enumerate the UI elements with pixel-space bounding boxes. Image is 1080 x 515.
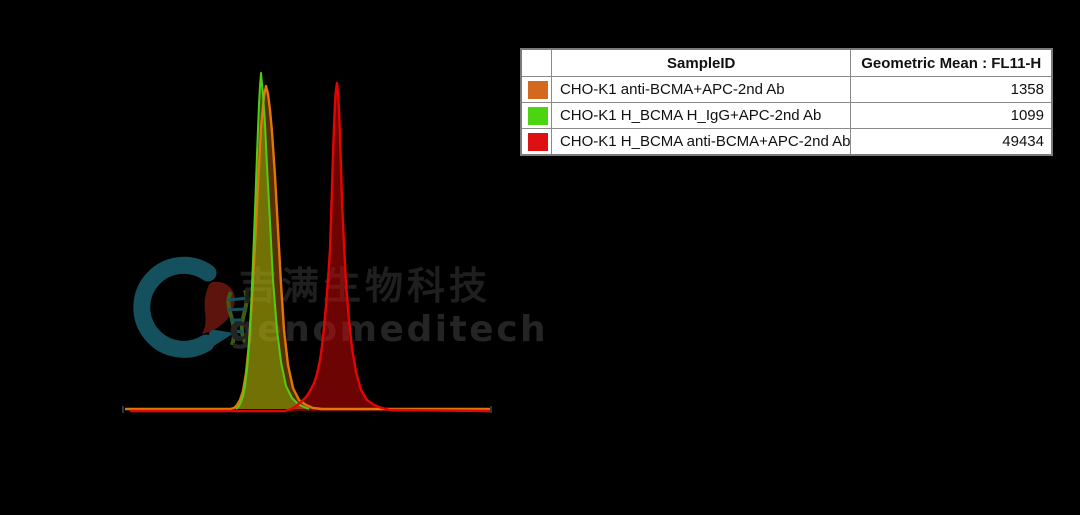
sample-id-cell: CHO-K1 anti-BCMA+APC-2nd Ab — [550, 76, 852, 103]
histogram-line-orange — [125, 84, 490, 411]
table-row: CHO-K1 anti-BCMA+APC-2nd Ab 1358 — [520, 76, 1053, 103]
histogram-fill-red — [130, 83, 490, 411]
geometric-mean-header: Geometric Mean : FL11-H — [850, 48, 1053, 77]
histogram-fill-green — [236, 73, 309, 409]
histogram-line-green — [235, 72, 310, 410]
swatch-column-header — [520, 48, 552, 77]
stats-table: SampleID Geometric Mean : FL11-H CHO-K1 … — [520, 48, 1053, 156]
sample-id-cell: CHO-K1 H_BCMA H_IgG+APC-2nd Ab — [550, 102, 852, 129]
watermark: 吉满生物科技 genomeditech — [133, 256, 548, 358]
geometric-mean-cell: 1358 — [850, 76, 1053, 103]
series-color-swatch-red — [528, 132, 548, 151]
logo-dna-strand-2 — [239, 289, 249, 345]
series-color-swatch-orange — [528, 80, 548, 99]
watermark-english-text: genomeditech — [229, 309, 548, 350]
sample-id-cell: CHO-K1 H_BCMA anti-BCMA+APC-2nd Ab — [550, 128, 852, 156]
sample-id-header: SampleID — [550, 48, 852, 77]
histogram-line-red — [130, 81, 491, 413]
series-color-swatch-green — [528, 106, 548, 125]
table-header-row: SampleID Geometric Mean : FL11-H — [520, 48, 1053, 77]
geometric-mean-cell: 1099 — [850, 102, 1053, 129]
logo-swirl-teal — [133, 256, 217, 358]
logo-swirl-tail — [206, 329, 234, 351]
geometric-mean-cell: 49434 — [850, 128, 1053, 156]
logo-dna-strand-1 — [226, 291, 237, 346]
histogram-fill-orange — [125, 86, 490, 409]
table-row: CHO-K1 H_BCMA H_IgG+APC-2nd Ab 1099 — [520, 102, 1053, 129]
logo-drop-red — [202, 281, 235, 334]
table-row: CHO-K1 H_BCMA anti-BCMA+APC-2nd Ab 49434 — [520, 128, 1053, 156]
logo-dna-rungs — [226, 296, 250, 334]
genomeditech-logo-icon — [133, 256, 250, 358]
